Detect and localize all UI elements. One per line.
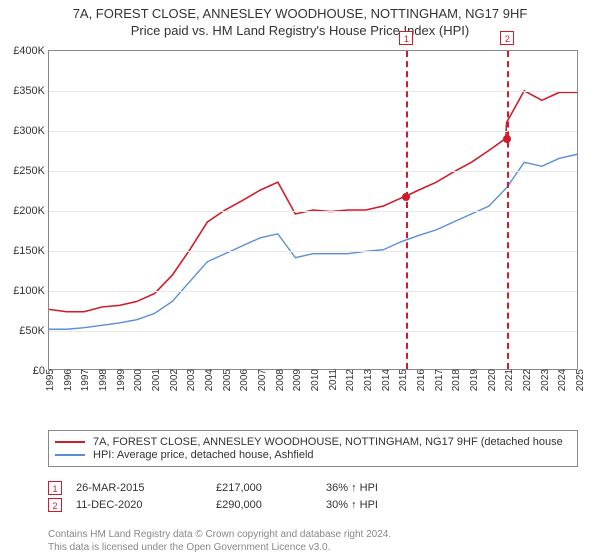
x-axis-label: 2015 [398,369,409,391]
legend-item: 7A, FOREST CLOSE, ANNESLEY WOODHOUSE, NO… [55,436,571,448]
x-axis-label: 2025 [575,369,586,391]
x-axis-label: 2022 [522,369,533,391]
x-axis-label: 2014 [381,369,392,391]
sale-diff: 36% ↑ HPI [326,482,446,494]
gridline [49,91,577,92]
x-axis-label: 2006 [239,369,250,391]
x-axis-label: 2001 [151,369,162,391]
gridline [49,211,577,212]
table-row: 2 11-DEC-2020 £290,000 30% ↑ HPI [48,498,578,512]
chart-container: 7A, FOREST CLOSE, ANNESLEY WOODHOUSE, NO… [0,0,600,560]
sales-table: 1 26-MAR-2015 £217,000 36% ↑ HPI 2 11-DE… [48,478,578,515]
y-axis-label: £200K [13,205,45,217]
sale-marker-icon: 2 [48,498,62,512]
sale-price: £290,000 [216,499,326,511]
series-line [49,91,577,312]
y-axis-label: £250K [13,165,45,177]
sale-date: 26-MAR-2015 [76,482,216,494]
chart-title-main: 7A, FOREST CLOSE, ANNESLEY WOODHOUSE, NO… [0,6,600,21]
y-axis-label: £150K [13,245,45,257]
x-axis-label: 2019 [469,369,480,391]
x-axis-label: 2020 [487,369,498,391]
y-axis-label: £0 [33,365,45,377]
gridline [49,171,577,172]
sale-price: £217,000 [216,482,326,494]
legend-label: 7A, FOREST CLOSE, ANNESLEY WOODHOUSE, NO… [93,436,563,448]
gridline [49,251,577,252]
x-axis-label: 2008 [275,369,286,391]
gridline [49,331,577,332]
legend-swatch [55,441,85,443]
x-axis-label: 1996 [63,369,74,391]
x-axis-label: 2016 [416,369,427,391]
x-axis-label: 2003 [186,369,197,391]
legend-item: HPI: Average price, detached house, Ashf… [55,449,571,461]
x-axis-label: 2002 [169,369,180,391]
x-axis-label: 2005 [222,369,233,391]
y-axis-label: £100K [13,285,45,297]
x-axis-label: 1999 [116,369,127,391]
x-axis-label: 1998 [98,369,109,391]
x-axis-label: 2000 [133,369,144,391]
x-axis-label: 2024 [557,369,568,391]
x-axis-label: 2010 [310,369,321,391]
y-axis-label: £300K [13,125,45,137]
attribution-line: This data is licensed under the Open Gov… [48,541,578,554]
plot-region: £0£50K£100K£150K£200K£250K£300K£350K£400… [48,50,578,370]
x-axis-label: 2017 [434,369,445,391]
x-axis-label: 2013 [363,369,374,391]
legend: 7A, FOREST CLOSE, ANNESLEY WOODHOUSE, NO… [48,430,578,467]
x-axis-label: 2011 [328,369,339,391]
sale-marker-icon: 1 [48,481,62,495]
sale-diff: 30% ↑ HPI [326,499,446,511]
y-axis-label: £400K [13,45,45,57]
line-series-svg [49,51,577,369]
event-dot [503,135,511,143]
event-vline [507,51,509,369]
event-vline [406,51,408,369]
chart-area: £0£50K£100K£150K£200K£250K£300K£350K£400… [48,50,578,400]
y-axis-label: £50K [19,325,45,337]
table-row: 1 26-MAR-2015 £217,000 36% ↑ HPI [48,481,578,495]
event-marker-icon: 1 [399,31,413,45]
x-axis-label: 2021 [504,369,515,391]
y-axis-label: £350K [13,85,45,97]
event-dot [402,193,410,201]
x-axis-label: 2023 [540,369,551,391]
gridline [49,131,577,132]
attribution-text: Contains HM Land Registry data © Crown c… [48,528,578,554]
x-axis-label: 2012 [345,369,356,391]
x-axis-label: 2009 [292,369,303,391]
legend-swatch [55,454,85,456]
x-axis-label: 2004 [204,369,215,391]
x-axis-label: 2018 [451,369,462,391]
x-axis-label: 1995 [45,369,56,391]
x-axis-label: 2007 [257,369,268,391]
sale-date: 11-DEC-2020 [76,499,216,511]
gridline [49,291,577,292]
x-axis-label: 1997 [80,369,91,391]
attribution-line: Contains HM Land Registry data © Crown c… [48,528,578,541]
legend-label: HPI: Average price, detached house, Ashf… [93,449,314,461]
event-marker-icon: 2 [500,31,514,45]
